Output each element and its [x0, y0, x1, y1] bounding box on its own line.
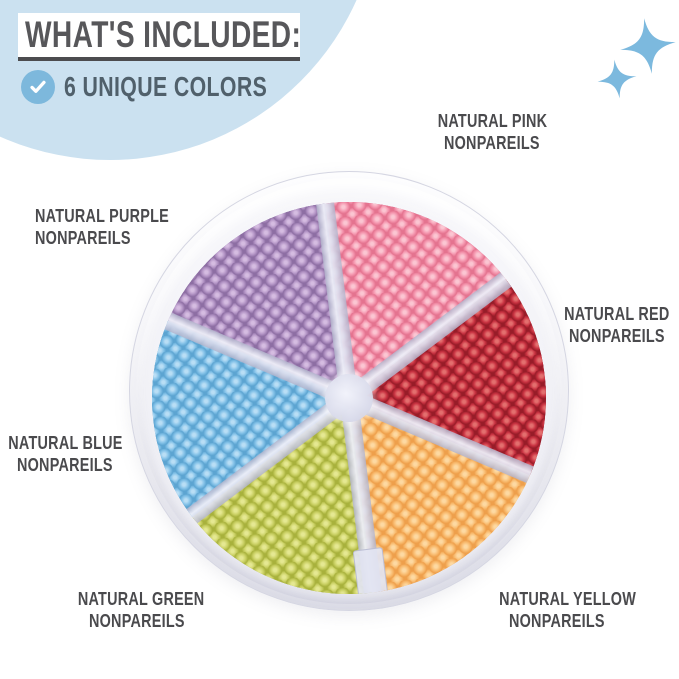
- label-line: NONPAREILS: [17, 455, 113, 475]
- sprinkle-jar: [129, 171, 569, 617]
- label-line: NATURAL YELLOW: [499, 589, 637, 609]
- label-line: NONPAREILS: [444, 133, 540, 153]
- label-line: NONPAREILS: [35, 228, 131, 248]
- label-purple-nonpareils: NATURAL PURPLE NONPAREILS: [35, 205, 215, 249]
- headline-band: WHAT'S INCLUDED:: [18, 13, 302, 61]
- label-line: NONPAREILS: [89, 611, 185, 631]
- label-line: NATURAL RED: [564, 304, 670, 324]
- label-pink-nonpareils: NATURAL PINK NONPAREILS: [402, 110, 582, 154]
- label-line: NATURAL PURPLE: [35, 206, 170, 226]
- feature-text: 6 UNIQUE COLORS: [64, 71, 268, 102]
- sparkle-icon: [614, 12, 679, 80]
- label-line: NATURAL BLUE: [7, 433, 123, 453]
- label-line: NATURAL GREEN: [77, 589, 205, 609]
- label-green-nonpareils: NATURAL GREEN NONPAREILS: [62, 588, 212, 632]
- label-line: NONPAREILS: [569, 326, 665, 346]
- label-line: NATURAL PINK: [437, 111, 547, 131]
- feature-row: 6 UNIQUE COLORS: [21, 70, 331, 104]
- check-icon: [21, 70, 55, 104]
- sparkle-icon: [593, 55, 640, 102]
- divider-tab: [352, 546, 389, 603]
- page-title: WHAT'S INCLUDED:: [25, 14, 302, 55]
- label-blue-nonpareils: NATURAL BLUE NONPAREILS: [0, 432, 141, 476]
- label-line: NONPAREILS: [509, 611, 605, 631]
- label-red-nonpareils: NATURAL RED NONPAREILS: [541, 303, 679, 347]
- label-yellow-nonpareils: NATURAL YELLOW NONPAREILS: [482, 588, 636, 632]
